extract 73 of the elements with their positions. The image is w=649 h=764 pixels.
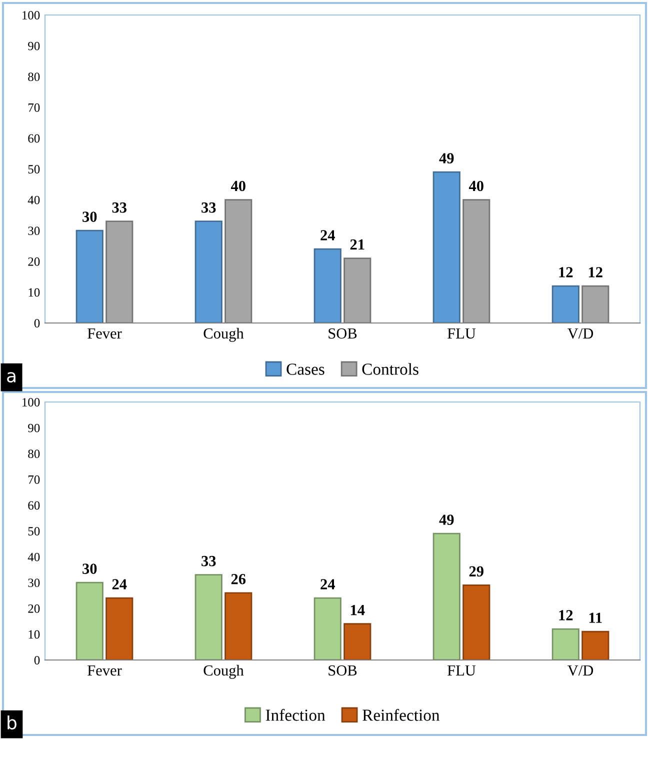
bar — [462, 584, 490, 660]
y-tick-label: 20 — [28, 604, 40, 613]
y-tick-label: 100 — [22, 11, 40, 20]
y-tick-label: 0 — [34, 319, 40, 328]
bar — [76, 230, 104, 323]
bar — [194, 574, 222, 660]
x-tick-label: SOB — [328, 665, 357, 676]
data-label: 11 — [589, 612, 602, 623]
data-label: 12 — [559, 610, 573, 620]
bar — [552, 285, 580, 323]
y-tick-label: 80 — [28, 72, 40, 82]
y-tick-label: 90 — [28, 424, 40, 432]
x-tick-label: Cough — [204, 664, 244, 679]
y-tick-label: 40 — [28, 196, 40, 204]
y-tick-label: 10 — [28, 630, 40, 639]
data-label: 49 — [439, 514, 454, 525]
bar — [582, 630, 610, 660]
legend-label: Infection — [266, 708, 326, 721]
bar — [432, 532, 460, 660]
x-tick-label: Fever — [88, 328, 122, 339]
y-tick-label: 60 — [28, 501, 40, 510]
bar — [552, 628, 580, 660]
bar — [314, 248, 342, 323]
bar — [76, 582, 104, 660]
legend-label: Controls — [362, 363, 418, 375]
y-tick-label: 100 — [22, 398, 40, 406]
y-tick-label: 30 — [28, 578, 40, 588]
x-tick-label: FLU — [448, 328, 476, 339]
y-tick-label: 10 — [28, 288, 40, 297]
data-label: 33 — [112, 202, 126, 213]
x-tick-label: Cough — [204, 328, 244, 342]
data-label: 40 — [468, 180, 484, 192]
data-label: 21 — [350, 239, 364, 250]
y-tick-label: 30 — [28, 226, 40, 236]
x-tick-label: V/D — [568, 328, 594, 339]
data-label: 14 — [350, 604, 365, 616]
y-tick-label: 0 — [34, 656, 40, 664]
data-label: 26 — [231, 574, 246, 584]
x-tick-label: V/D — [568, 665, 594, 676]
data-label: 30 — [82, 564, 97, 574]
bar — [106, 597, 134, 660]
y-tick-label: 50 — [28, 527, 40, 536]
bar — [344, 623, 372, 660]
y-tick-label: 60 — [28, 134, 40, 143]
bar — [224, 592, 252, 660]
legend-label: Reinfection — [362, 708, 440, 721]
data-label: 24 — [320, 579, 335, 590]
text: a — [7, 372, 16, 382]
y-tick-label: 50 — [28, 165, 40, 174]
text: b — [8, 716, 16, 730]
data-label: 40 — [230, 180, 246, 192]
data-label: 24 — [320, 230, 335, 240]
data-label: 29 — [469, 566, 484, 577]
data-label: 24 — [112, 579, 127, 590]
data-label: 49 — [439, 153, 454, 164]
data-label: 12 — [559, 267, 573, 278]
data-label: 33 — [202, 202, 216, 213]
y-tick-label: 80 — [28, 450, 40, 458]
x-tick-label: SOB — [328, 328, 357, 339]
data-label: 33 — [202, 556, 216, 566]
y-tick-label: 70 — [28, 103, 40, 112]
data-label: 30 — [82, 212, 97, 222]
bar — [432, 171, 460, 323]
y-tick-label: 90 — [28, 42, 40, 50]
x-tick-label: FLU — [448, 665, 476, 676]
x-tick-label: Fever — [88, 665, 122, 676]
data-label: 12 — [588, 267, 602, 278]
bar — [194, 220, 222, 323]
y-tick-label: 20 — [28, 257, 40, 266]
legend-label: Cases — [286, 364, 324, 375]
bar — [314, 597, 342, 660]
y-tick-label: 40 — [28, 552, 40, 562]
y-tick-label: 70 — [28, 475, 40, 484]
